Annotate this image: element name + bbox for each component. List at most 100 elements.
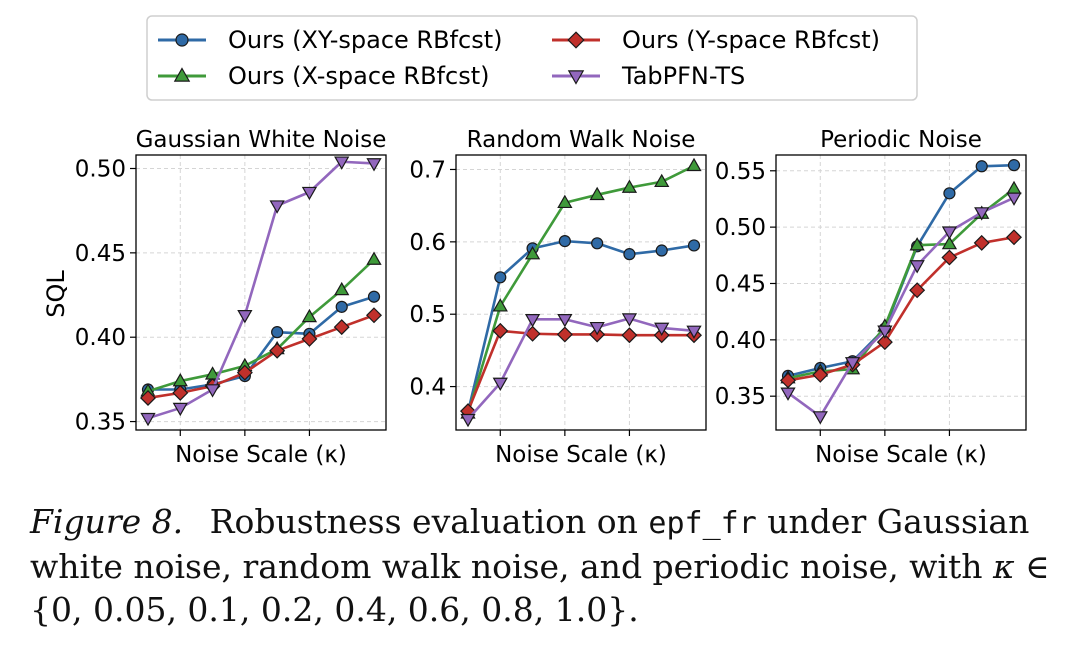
data-point-x (621, 179, 638, 193)
data-point-x (1006, 180, 1022, 195)
x-axis-label: Noise Scale (κ) (175, 442, 347, 468)
data-point-xy (591, 237, 604, 250)
legend: Ours (XY-space RBfcst) Ours (Y-space RBfc… (146, 15, 918, 101)
data-point-y (973, 234, 990, 251)
data-point-tab (237, 310, 253, 324)
y-tick-label: 0.50 (715, 215, 766, 241)
data-point-y (172, 384, 189, 401)
chart-panels: Gaussian White Noise 0.35 0.40 0.45 0.50 Nois… (75, 127, 1027, 468)
data-point-x (524, 246, 541, 260)
data-point-tab (334, 156, 350, 170)
data-point-tab (877, 325, 893, 339)
data-point-tab (1006, 192, 1022, 206)
x-axis-label: Noise Scale (κ) (495, 442, 667, 468)
data-point-x (589, 186, 605, 201)
data-point-x (654, 173, 670, 188)
data-point-y (1006, 229, 1022, 246)
panel-2: Random Walk Noise 0.4 0.5 0.6 0.7 Noise Scale… (409, 127, 707, 468)
data-point-y (556, 326, 573, 343)
data-point-x (492, 298, 508, 312)
data-point-tab (812, 411, 828, 425)
panel-title: Gaussian White Noise (136, 127, 387, 153)
series-x (460, 157, 702, 419)
data-point-x (686, 157, 702, 172)
data-point-xy (1007, 159, 1021, 172)
series-line-y (787, 235, 1015, 382)
y-tick-label: 0.45 (75, 241, 126, 267)
data-point-y (301, 330, 318, 347)
data-point-tab (269, 200, 285, 214)
data-point-xy (558, 235, 571, 248)
series-xy (781, 159, 1021, 383)
series-line-y (466, 329, 694, 412)
data-point-tab (686, 325, 702, 339)
plot-frame (135, 154, 387, 431)
data-point-y (140, 389, 156, 406)
series-line-tab (787, 196, 1015, 418)
series-line-x (466, 164, 695, 414)
series-tab (460, 313, 702, 428)
data-point-tab (654, 322, 670, 337)
legend-box (146, 15, 918, 101)
x-axis-label: Noise Scale (κ) (815, 442, 987, 468)
legend-marker-y (567, 31, 585, 49)
panel-title: Periodic Noise (820, 127, 982, 153)
data-point-tab (366, 158, 382, 172)
data-point-tab (780, 387, 796, 401)
data-point-y (876, 334, 893, 351)
series-y (460, 322, 702, 420)
legend-label-xy: Ours (XY-space RBfcst) (228, 26, 502, 54)
data-point-x (941, 235, 958, 250)
panel-title: Random Walk Noise (467, 127, 696, 153)
data-point-x (557, 194, 573, 209)
data-point-tab (301, 186, 318, 201)
y-tick-label: 0.35 (715, 384, 766, 410)
data-point-tab (909, 260, 925, 274)
data-point-y (621, 327, 638, 344)
panel-3: Periodic Noise 0.35 0.40 0.45 0.50 0.55 Noise … (715, 127, 1027, 468)
data-point-tab (974, 207, 990, 221)
series-line-xy (787, 163, 1015, 378)
plot-frame (455, 154, 707, 431)
y-tick-label: 0.5 (409, 302, 446, 328)
legend-entry-tab: TabPFN-TS (552, 62, 745, 90)
data-point-tab (524, 314, 541, 328)
data-point-y (941, 249, 958, 266)
legend-entry-x: Ours (X-space RBfcst) (158, 62, 489, 90)
data-point-y (366, 307, 382, 324)
data-point-tab (460, 413, 476, 428)
data-point-tab (621, 313, 638, 327)
y-tick-label: 0.45 (715, 271, 766, 297)
legend-marker-x (173, 67, 191, 82)
data-point-x (909, 237, 925, 251)
data-point-y (492, 322, 509, 339)
data-point-xy (975, 160, 988, 173)
figure: Ours (XY-space RBfcst) Ours (Y-space RBfc… (42, 15, 1027, 468)
figure-caption: Figure 8. Robustness evaluation on epf_f… (30, 500, 1050, 631)
legend-label-tab: TabPFN-TS (621, 62, 745, 90)
y-tick-label: 0.50 (75, 156, 126, 182)
data-point-y (269, 342, 286, 359)
data-point-xy (271, 326, 284, 339)
caption-element-of: ∈ (1025, 547, 1050, 586)
data-point-tab (492, 377, 508, 392)
data-point-y (812, 366, 829, 383)
data-point-y (236, 364, 253, 381)
y-tick-label: 0.55 (715, 159, 766, 185)
legend-label-y: Ours (Y-space RBfcst) (622, 26, 880, 54)
y-axis-label: SQL (42, 270, 70, 318)
data-point-tab (204, 384, 221, 398)
data-point-xy (367, 290, 381, 303)
y-tick-label: 0.4 (409, 375, 446, 401)
data-point-x (301, 308, 318, 323)
data-point-xy (623, 248, 636, 261)
legend-entry-xy: Ours (XY-space RBfcst) (158, 26, 502, 54)
data-point-x (366, 251, 382, 265)
data-point-xy (943, 187, 956, 200)
caption-text-after: under Gaussian white noise, random walk … (30, 502, 1030, 586)
data-point-y (909, 282, 926, 299)
data-point-xy (335, 300, 348, 313)
legend-marker-xy (175, 33, 189, 47)
caption-dataset: epf_fr (648, 506, 757, 541)
caption-kappa: κ (993, 547, 1015, 586)
